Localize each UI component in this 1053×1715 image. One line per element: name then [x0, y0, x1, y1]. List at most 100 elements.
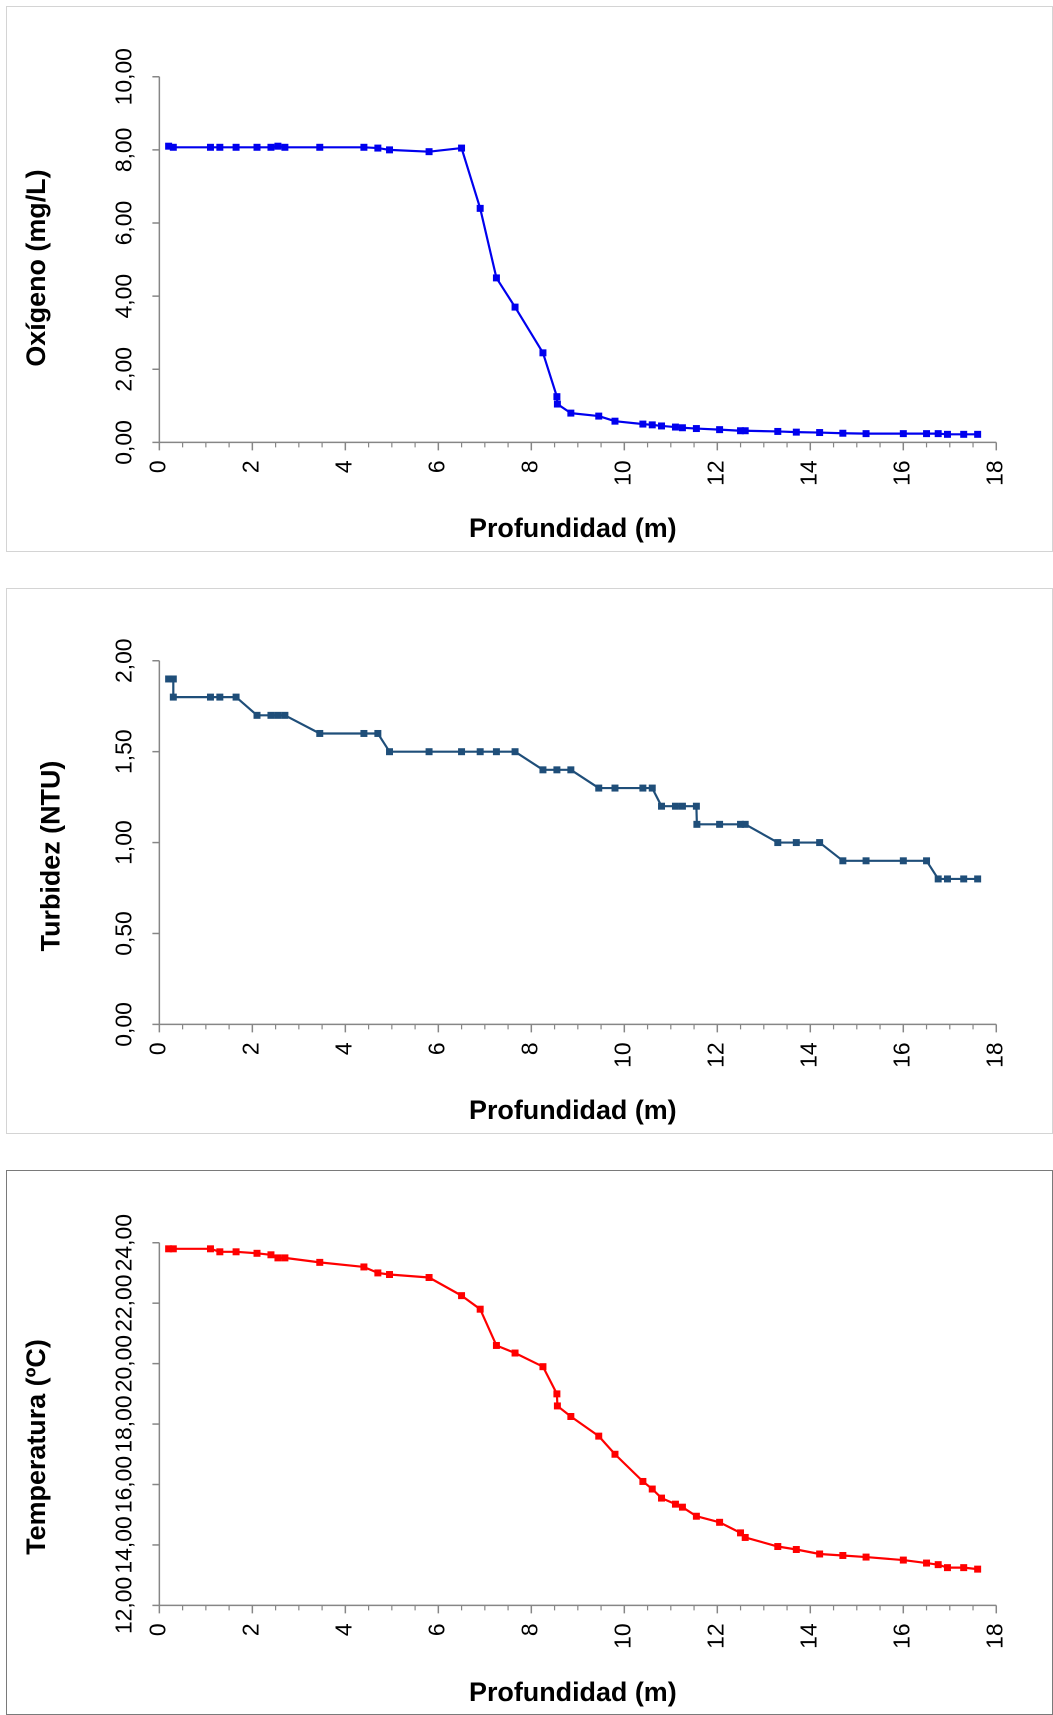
data-point — [553, 400, 561, 408]
data-point — [274, 1254, 282, 1262]
y-tick-label: 12,00 — [111, 1577, 137, 1634]
x-tick-label: 6 — [423, 460, 449, 473]
data-point — [639, 1477, 647, 1485]
data-point — [974, 430, 982, 438]
data-point — [934, 1561, 942, 1569]
data-point — [553, 393, 561, 401]
y-tick-label: 1,50 — [111, 729, 137, 774]
y-axis-title: Temperatura (ºC) — [21, 1339, 51, 1555]
data-point — [253, 711, 261, 719]
data-point — [716, 426, 724, 434]
data-point — [816, 1550, 824, 1558]
data-point — [216, 693, 224, 701]
data-point — [458, 144, 466, 152]
data-point — [492, 274, 500, 282]
data-point — [169, 693, 177, 701]
data-point — [374, 1269, 382, 1277]
data-point — [165, 675, 173, 683]
data-point — [923, 430, 931, 438]
data-point — [741, 427, 749, 435]
x-tick-label: 8 — [516, 1623, 542, 1636]
data-point — [648, 1485, 656, 1493]
x-tick-label: 2 — [237, 460, 263, 473]
data-point — [316, 729, 324, 737]
data-point — [671, 1500, 679, 1508]
y-axis-label: Temperatura (ºC) — [21, 1339, 51, 1555]
x-tick-label: 18 — [981, 1623, 1007, 1648]
x-tick-label: 12 — [702, 1042, 728, 1067]
data-point — [511, 748, 519, 756]
x-tick-label: 14 — [795, 460, 821, 486]
data-point — [737, 820, 745, 828]
data-point — [648, 784, 656, 792]
data-point — [716, 1518, 724, 1526]
x-tick-label: 12 — [702, 1623, 728, 1648]
x-tick-label: 2 — [237, 1623, 263, 1636]
y-tick-label: 16,00 — [111, 1456, 137, 1513]
y-tick-label: 4,00 — [111, 274, 137, 319]
y-tick-label: 22,00 — [111, 1275, 137, 1332]
oxygen-chart: Oxígeno (mg/L) Profundidad (m) 0,00 2,00 4… — [6, 6, 1053, 552]
x-tick-label: 6 — [423, 1623, 449, 1636]
data-point — [923, 1559, 931, 1567]
x-tick-label: 0 — [144, 460, 170, 473]
x-tick-label: 16 — [888, 460, 914, 485]
data-point — [476, 204, 484, 212]
turbidity-chart-svg: Turbidez (NTU) Profundidad (m) 0,00 0,50 1… — [36, 638, 1008, 1125]
data-point — [934, 430, 942, 438]
x-tick-label: 4 — [330, 1623, 356, 1636]
y-axis-title: Oxígeno (mg/L) — [21, 169, 51, 366]
x-tick-label: 14 — [795, 1042, 821, 1068]
data-point — [511, 303, 519, 311]
x-tick-label: 0 — [144, 1042, 170, 1055]
y-tick-label: 14,00 — [111, 1516, 137, 1573]
data-point — [960, 1564, 968, 1572]
temperature-chart: Temperatura (ºC) Profundidad (m) 12,00 14… — [6, 1170, 1053, 1715]
data-point — [539, 349, 547, 357]
x-tick-label: 8 — [516, 460, 542, 473]
data-point — [774, 839, 782, 847]
data-point — [692, 802, 700, 810]
data-point — [792, 428, 800, 436]
x-tick-label: 12 — [702, 460, 728, 485]
y-tick-label: 6,00 — [111, 201, 137, 246]
data-point — [232, 693, 240, 701]
data-point — [165, 1245, 173, 1253]
data-point — [595, 784, 603, 792]
data-point — [774, 1543, 782, 1551]
x-tick-label: 10 — [609, 460, 635, 485]
data-point — [678, 1503, 686, 1511]
y-tick-label: 0,00 — [111, 1002, 137, 1047]
x-tick-label: 4 — [330, 460, 356, 473]
data-point — [737, 1529, 745, 1537]
data-point — [839, 857, 847, 865]
data-point — [492, 1341, 500, 1349]
oxygen-chart-svg: Oxígeno (mg/L) Profundidad (m) 0,00 2,00 4… — [21, 48, 1008, 543]
data-point — [658, 802, 666, 810]
data-point — [960, 430, 968, 438]
data-point — [360, 143, 368, 151]
y-tick-label: 0,00 — [111, 420, 137, 465]
data-point — [678, 802, 686, 810]
data-point — [169, 1245, 177, 1253]
data-point — [611, 1450, 619, 1458]
data-point — [899, 1556, 907, 1564]
x-axis-label: Profundidad (m) — [469, 1095, 677, 1125]
y-tick-label: 24,00 — [111, 1214, 137, 1271]
data-point — [595, 412, 603, 420]
data-point — [267, 143, 275, 151]
y-axis-label: Oxígeno (mg/L) — [21, 169, 51, 366]
data-point — [206, 143, 214, 151]
x-tick-label: 0 — [144, 1623, 170, 1636]
data-point — [425, 748, 433, 756]
data-point — [206, 693, 214, 701]
data-point — [692, 425, 700, 433]
data-point — [774, 427, 782, 435]
data-point — [206, 1245, 214, 1253]
data-point — [974, 1565, 982, 1573]
data-point — [476, 748, 484, 756]
data-point — [567, 1413, 575, 1420]
data-point — [360, 1263, 368, 1271]
data-point — [943, 875, 951, 883]
data-point — [923, 857, 931, 865]
